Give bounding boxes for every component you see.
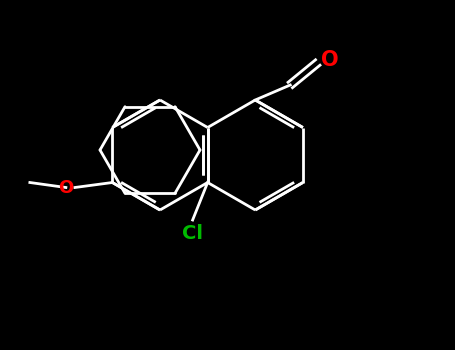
Text: Cl: Cl [182, 224, 203, 243]
Text: O: O [59, 178, 74, 196]
Text: O: O [321, 50, 339, 70]
